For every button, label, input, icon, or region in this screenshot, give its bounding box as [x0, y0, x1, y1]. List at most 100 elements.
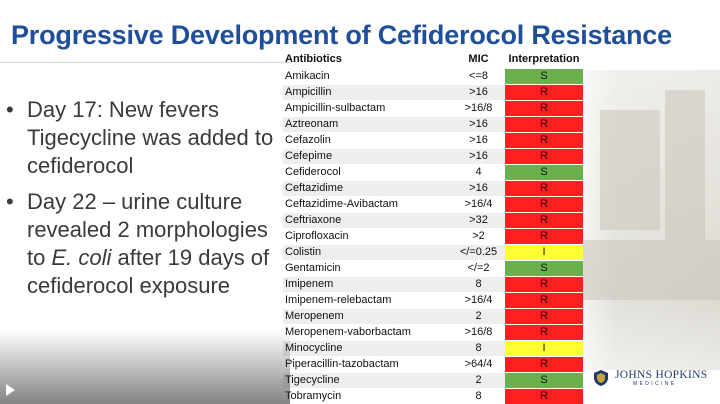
mic-cell: <=8	[452, 69, 505, 85]
antibiotic-cell: Amikacin	[283, 69, 452, 85]
table-row: Amikacin <=8 S	[283, 69, 583, 85]
bullet-glyph: •	[6, 97, 14, 122]
bullet-list: • Day 17: New fevers Tigecycline was add…	[6, 96, 276, 308]
antibiotic-cell: Cefepime	[283, 148, 452, 165]
background-building	[600, 110, 660, 230]
bullet-text: Day 22 – urine culture revealed 2 morpho…	[27, 189, 269, 298]
table-row: Ampicillin >16 R	[283, 84, 583, 101]
antibiotic-cell: Imipenem-relebactam	[283, 292, 452, 309]
antibiotic-cell: Cefiderocol	[283, 164, 452, 181]
table-row: Meropenem 2 R	[283, 308, 583, 325]
table-row: Meropenem-vaborbactam >16/8 R	[283, 324, 583, 341]
organism-name: E. coli	[51, 245, 112, 270]
bullet-text: Day 17: New fevers Tigecycline was added…	[27, 97, 274, 178]
mic-cell: 8	[452, 276, 505, 293]
antibiotic-cell: Ampicillin-sulbactam	[283, 100, 452, 117]
interpretation-cell: R	[505, 388, 583, 404]
table-row: Gentamicin </=2 S	[283, 260, 583, 277]
mic-cell: >16/4	[452, 292, 505, 309]
bullet-text-part: Day 22 – urine culture revealed 2 morpho…	[27, 189, 268, 270]
slide-title: Progressive Development of Cefiderocol R…	[11, 20, 672, 50]
logo-subtitle: MEDICINE	[633, 381, 677, 387]
table-row: Ciprofloxacin >2 R	[283, 228, 583, 245]
interpretation-cell: I	[505, 244, 583, 261]
interpretation-cell: R	[505, 292, 583, 309]
antibiotic-cell: Ceftriaxone	[283, 212, 452, 229]
antibiotic-cell: Colistin	[283, 244, 452, 261]
table-row: Ceftazidime >16 R	[283, 180, 583, 197]
table-row: Aztreonam >16 R	[283, 116, 583, 133]
table-row: Piperacillin-tazobactam >64/4 R	[283, 356, 583, 373]
table-row: Imipenem 8 R	[283, 276, 583, 293]
mic-cell: >16/8	[452, 324, 505, 341]
mic-cell: >16	[452, 148, 505, 165]
mic-cell: >16	[452, 84, 505, 101]
table-row: Ceftazidime-Avibactam >16/4 R	[283, 196, 583, 213]
antibiotic-cell: Minocycline	[283, 340, 452, 357]
mic-cell: >16	[452, 180, 505, 197]
table-row: Minocycline 8 I	[283, 340, 583, 357]
table-header-row: Antibiotics MIC Interpretation	[283, 49, 583, 69]
bullet-item: • Day 22 – urine culture revealed 2 morp…	[6, 188, 276, 300]
table-row: Ampicillin-sulbactam >16/8 R	[283, 100, 583, 117]
interpretation-cell: R	[505, 324, 583, 341]
antibiotic-cell: Meropenem	[283, 308, 452, 325]
mic-cell: 2	[452, 308, 505, 325]
antibiotic-cell: Tobramycin	[283, 388, 452, 404]
table-row: Imipenem-relebactam >16/4 R	[283, 292, 583, 309]
antibiotic-cell: Imipenem	[283, 276, 452, 293]
mic-cell: 8	[452, 340, 505, 357]
antibiotic-cell: Ceftazidime	[283, 180, 452, 197]
interpretation-cell: R	[505, 132, 583, 149]
mic-cell: >16/4	[452, 196, 505, 213]
johns-hopkins-logo: JOHNS HOPKINS MEDICINE	[592, 366, 714, 390]
bullet-glyph: •	[6, 189, 14, 214]
bullet-text-part: after 19 days of cefiderocol exposure	[27, 245, 270, 298]
mic-cell: 2	[452, 372, 505, 389]
background-building	[580, 240, 720, 300]
interpretation-cell: S	[505, 69, 583, 85]
interpretation-cell: S	[505, 260, 583, 277]
mic-cell: </=2	[452, 260, 505, 277]
interpretation-cell: R	[505, 148, 583, 165]
header-antibiotics: Antibiotics	[285, 53, 342, 65]
interpretation-cell: R	[505, 276, 583, 293]
antibiotic-cell: Tigecycline	[283, 372, 452, 389]
table-row: Cefazolin >16 R	[283, 132, 583, 149]
interpretation-cell: R	[505, 100, 583, 117]
table-row: Ceftriaxone >32 R	[283, 212, 583, 229]
table-row: Tigecycline 2 S	[283, 372, 583, 389]
susceptibility-table: Antibiotics MIC Interpretation Amikacin <…	[283, 49, 583, 404]
antibiotic-cell: Aztreonam	[283, 116, 452, 133]
antibiotic-cell: Cefazolin	[283, 132, 452, 149]
interpretation-cell: R	[505, 356, 583, 373]
mic-cell: >2	[452, 228, 505, 245]
mic-cell: >16/8	[452, 100, 505, 117]
mic-cell: >64/4	[452, 356, 505, 373]
antibiotic-cell: Meropenem-vaborbactam	[283, 324, 452, 341]
antibiotic-cell: Gentamicin	[283, 260, 452, 277]
header-mic: MIC	[468, 53, 489, 65]
table-row: Colistin </=0.25 I	[283, 244, 583, 261]
interpretation-cell: R	[505, 228, 583, 245]
video-overlay-gradient	[0, 330, 290, 404]
antibiotic-cell: Ampicillin	[283, 84, 452, 101]
interpretation-cell: R	[505, 116, 583, 133]
interpretation-cell: R	[505, 196, 583, 213]
shield-icon	[594, 370, 608, 386]
interpretation-cell: R	[505, 180, 583, 197]
bullet-item: • Day 17: New fevers Tigecycline was add…	[6, 96, 276, 180]
background-building	[665, 90, 705, 240]
interpretation-cell: R	[505, 308, 583, 325]
antibiotic-cell: Ciprofloxacin	[283, 228, 452, 245]
title-divider	[0, 62, 290, 63]
table-body: Amikacin <=8 S Ampicillin >16 R Ampicillin-sul…	[283, 69, 583, 404]
mic-cell: 8	[452, 388, 505, 404]
interpretation-cell: R	[505, 84, 583, 101]
antibiotic-cell: Piperacillin-tazobactam	[283, 356, 452, 373]
logo-name: JOHNS HOPKINS	[615, 369, 708, 381]
header-interpretation: Interpretation	[508, 53, 580, 65]
play-icon[interactable]	[6, 384, 15, 396]
table-row: Cefepime >16 R	[283, 148, 583, 165]
